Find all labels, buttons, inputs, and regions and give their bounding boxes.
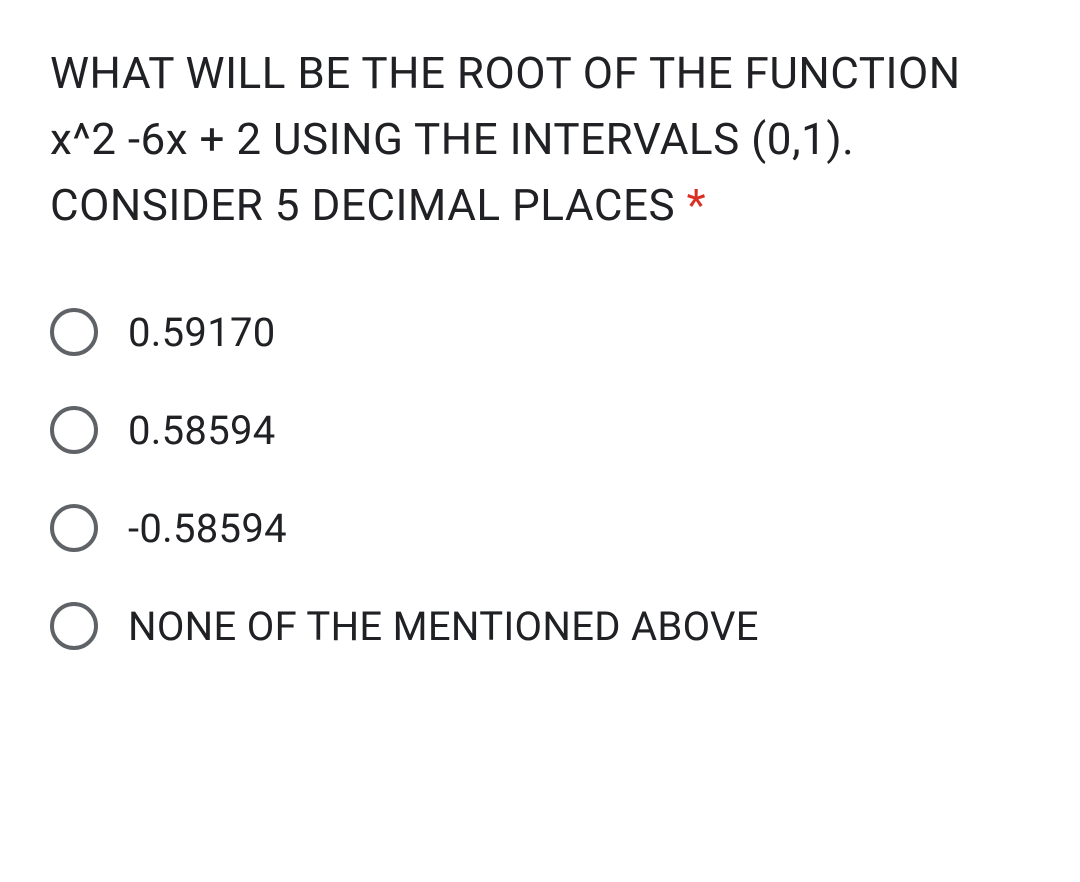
radio-icon[interactable] (50, 406, 98, 454)
radio-icon[interactable] (50, 602, 98, 650)
option-row[interactable]: -0.58594 (50, 504, 1030, 552)
option-row[interactable]: NONE OF THE MENTIONED ABOVE (50, 602, 1030, 650)
option-row[interactable]: 0.58594 (50, 406, 1030, 454)
radio-icon[interactable] (50, 308, 98, 356)
option-label: -0.58594 (128, 505, 287, 552)
question-text-content: WHAT WILL BE THE ROOT OF THE FUNCTION x^… (50, 47, 961, 231)
option-row[interactable]: 0.59170 (50, 308, 1030, 356)
required-asterisk: * (687, 179, 706, 231)
option-label: 0.58594 (128, 407, 276, 454)
radio-icon[interactable] (50, 504, 98, 552)
option-label: NONE OF THE MENTIONED ABOVE (128, 603, 759, 650)
option-label: 0.59170 (128, 309, 276, 356)
options-list: 0.59170 0.58594 -0.58594 NONE OF THE MEN… (50, 308, 1030, 650)
question-text: WHAT WILL BE THE ROOT OF THE FUNCTION x^… (50, 40, 1030, 238)
